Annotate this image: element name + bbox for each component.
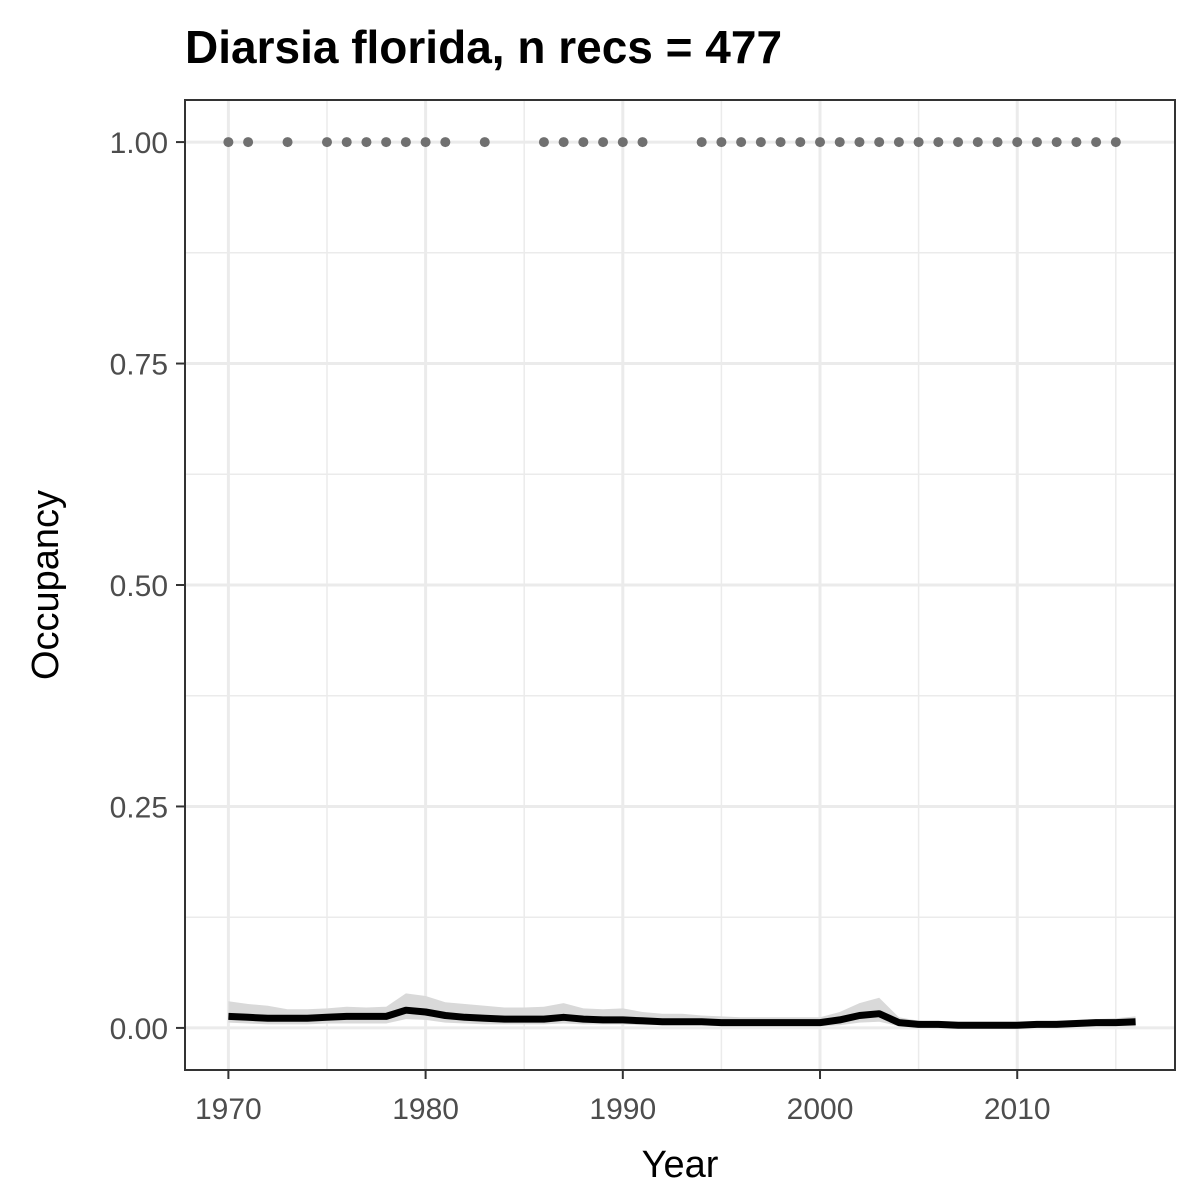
grid-lines — [185, 100, 1175, 1070]
occupancy-line-group — [228, 1006, 1136, 1029]
x-tick-label: 1970 — [195, 1093, 262, 1126]
observed-point — [381, 137, 392, 148]
axes: 0.00 0.25 0.50 0.75 1.00 1970 1980 1990 2000 2010 — [110, 127, 1051, 1126]
observed-point — [736, 137, 747, 148]
observed-point — [913, 137, 924, 148]
observed-point — [341, 137, 352, 148]
observed-point — [795, 137, 806, 148]
observed-point — [440, 137, 451, 148]
observed-point — [1031, 137, 1042, 148]
y-axis-title: Occupancy — [25, 490, 67, 680]
observed-point — [1110, 137, 1121, 148]
observed-point — [282, 137, 293, 148]
x-axis-title: Year — [642, 1144, 719, 1186]
chart-title: Diarsia florida, n recs = 477 — [185, 21, 782, 73]
observed-points-group — [223, 137, 1121, 148]
x-tick-label: 2010 — [984, 1093, 1051, 1126]
y-tick-label: 0.25 — [110, 791, 168, 824]
observed-point — [420, 137, 431, 148]
y-tick-label: 1.00 — [110, 127, 168, 160]
observed-point — [321, 137, 332, 148]
observed-point — [874, 137, 885, 148]
observed-point — [834, 137, 845, 148]
y-tick-label: 0.75 — [110, 349, 168, 382]
observed-point — [953, 137, 964, 148]
observed-point — [598, 137, 609, 148]
observed-point — [815, 137, 826, 148]
observed-point — [972, 137, 983, 148]
observed-point — [1071, 137, 1082, 148]
observed-point — [223, 137, 234, 148]
observed-point — [637, 137, 648, 148]
observed-point — [933, 137, 944, 148]
x-tick-label: 1980 — [392, 1093, 459, 1126]
observed-point — [578, 137, 589, 148]
observed-point — [775, 137, 786, 148]
observed-point — [1091, 137, 1102, 148]
observed-point — [1012, 137, 1023, 148]
x-tick-label: 2000 — [787, 1093, 854, 1126]
observed-point — [893, 137, 904, 148]
observed-point — [538, 137, 549, 148]
observed-point — [755, 137, 766, 148]
observed-point — [696, 137, 707, 148]
observed-point — [716, 137, 727, 148]
observed-point — [361, 137, 372, 148]
observed-point — [617, 137, 628, 148]
y-tick-label: 0.00 — [110, 1013, 168, 1046]
observed-point — [854, 137, 865, 148]
observed-point — [479, 137, 490, 148]
observed-point — [558, 137, 569, 148]
observed-point — [1051, 137, 1062, 148]
occupancy-line — [228, 1006, 1136, 1029]
x-tick-label: 1990 — [589, 1093, 656, 1126]
y-tick-label: 0.50 — [110, 570, 168, 603]
observed-point — [400, 137, 411, 148]
observed-point — [243, 137, 254, 148]
observed-point — [992, 137, 1003, 148]
